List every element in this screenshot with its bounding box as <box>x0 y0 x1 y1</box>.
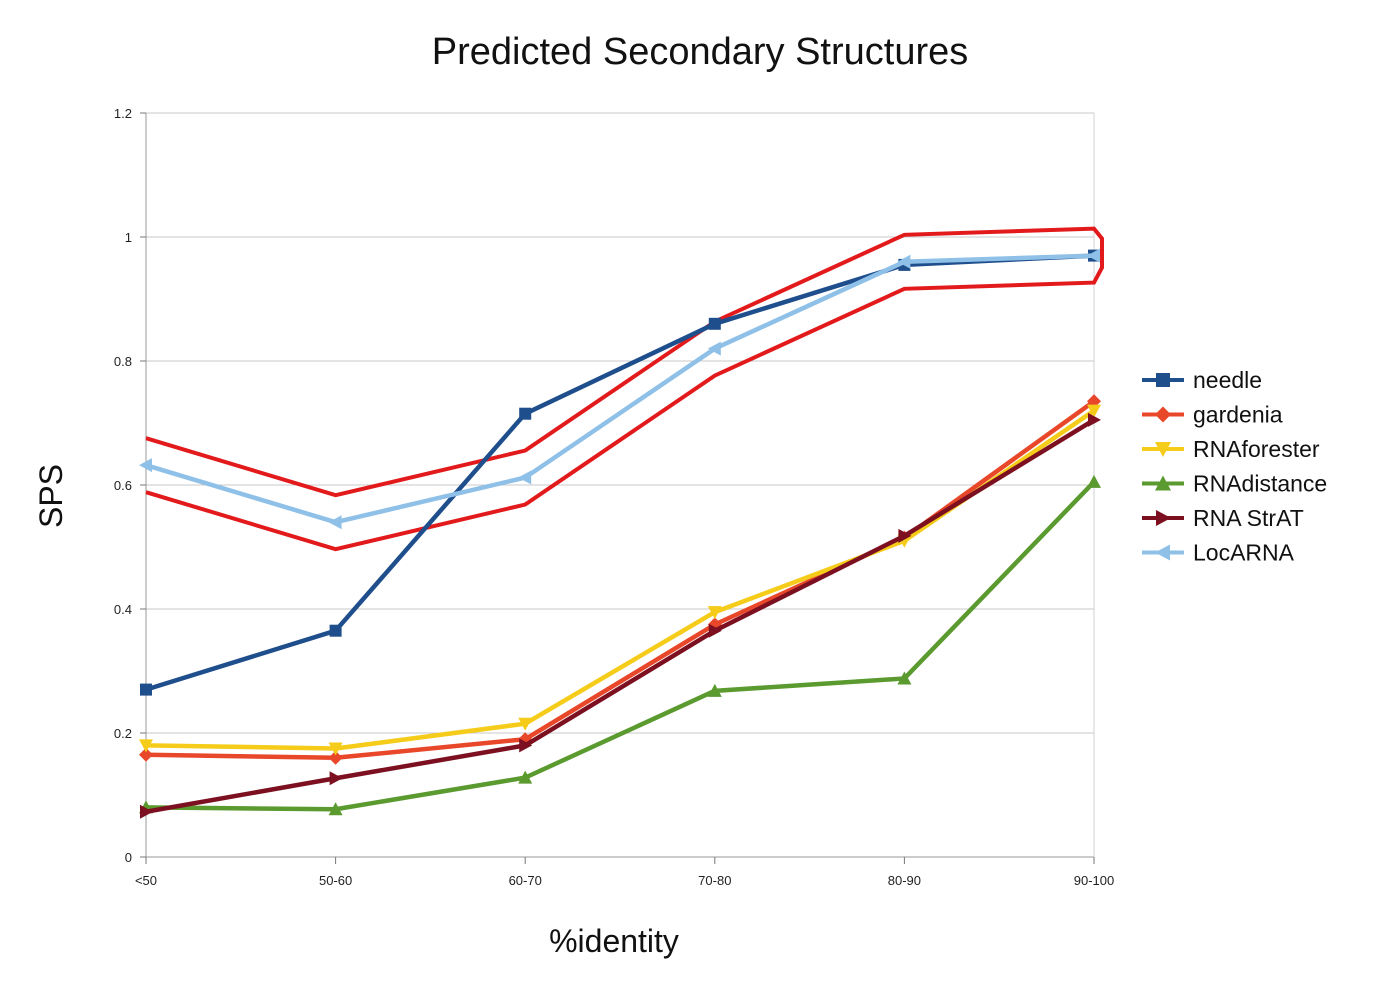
data-point <box>897 254 911 269</box>
y-axis-title: SPS <box>33 464 69 528</box>
data-point <box>140 804 153 819</box>
data-point <box>1155 475 1171 491</box>
y-tick-label: 1 <box>125 230 132 245</box>
data-point <box>707 683 722 697</box>
data-point <box>708 623 722 638</box>
legend-item: needle <box>1142 367 1262 393</box>
data-point <box>1088 412 1101 427</box>
highlight-outline <box>145 226 1104 552</box>
data-point <box>1087 248 1100 263</box>
series-rna-strat <box>140 412 1101 819</box>
series-rnaforester <box>139 404 1101 756</box>
legend-item: LocARNA <box>1142 540 1295 566</box>
data-point <box>329 771 343 786</box>
highlight-annotation <box>145 226 1104 552</box>
y-tick-label: 0.6 <box>114 478 132 493</box>
y-tick-label: 0.2 <box>114 726 132 741</box>
x-tick-label: <50 <box>135 873 157 888</box>
data-point <box>1156 510 1171 526</box>
data-point <box>1155 406 1171 423</box>
data-point <box>139 747 153 762</box>
data-point <box>140 683 152 696</box>
series-line <box>145 253 1095 692</box>
legend-label: RNAforester <box>1193 436 1320 462</box>
x-ticks: <50 50-60 60-70 70-80 80-90 90-100 <box>135 857 1114 888</box>
legend-label: RNA StrAT <box>1193 505 1304 531</box>
x-axis-title: %identity <box>549 923 679 959</box>
legend-label: needle <box>1193 367 1262 393</box>
y-tick-label: 1.2 <box>114 106 132 121</box>
legend-label: gardenia <box>1193 402 1283 428</box>
data-point <box>328 750 343 765</box>
data-point <box>897 671 912 685</box>
series-locarna <box>139 248 1100 530</box>
x-tick-label: 90-100 <box>1074 873 1114 888</box>
legend-label: RNAdistance <box>1193 471 1327 497</box>
y-ticks: 0 0.2 0.4 0.6 0.8 1 1.2 <box>114 106 146 865</box>
data-point <box>1087 474 1101 488</box>
x-tick-label: 70-80 <box>698 873 731 888</box>
data-point <box>898 528 912 543</box>
data-point <box>1155 442 1171 457</box>
data-point <box>329 624 342 637</box>
data-point <box>518 770 533 784</box>
legend-item: RNAdistance <box>1142 471 1327 497</box>
y-tick-label: 0.8 <box>114 354 132 369</box>
data-point <box>518 717 533 731</box>
x-tick-label: 50-60 <box>319 873 352 888</box>
series-line <box>145 399 1096 761</box>
legend-item: RNAforester <box>1142 436 1320 462</box>
gridlines <box>146 112 1094 734</box>
data-point <box>1087 404 1101 418</box>
data-point <box>1155 544 1170 561</box>
data-point <box>328 742 343 756</box>
series-layer <box>139 248 1101 819</box>
data-point <box>139 458 152 473</box>
series-line <box>145 253 1095 525</box>
legend: needle gardenia RNAforester RNAdistance RNA … <box>1142 367 1327 566</box>
legend-item: gardenia <box>1142 402 1283 428</box>
data-point <box>708 317 721 330</box>
chart-title: Predicted Secondary Structures <box>432 31 969 73</box>
data-point <box>328 802 343 816</box>
legend-item: RNA StrAT <box>1142 505 1304 531</box>
data-point <box>707 606 722 620</box>
series-line <box>145 480 1096 812</box>
series-line <box>145 417 1096 814</box>
legend-label: LocARNA <box>1193 540 1295 566</box>
data-point <box>707 341 721 356</box>
series-gardenia <box>139 394 1101 765</box>
data-point <box>519 738 533 753</box>
data-point <box>1156 373 1170 387</box>
series-needle <box>140 249 1100 696</box>
series-line <box>145 408 1096 751</box>
y-tick-label: 0.4 <box>114 602 132 617</box>
x-tick-label: 60-70 <box>509 873 542 888</box>
data-point <box>328 515 342 530</box>
y-tick-label: 0 <box>125 850 132 865</box>
x-tick-label: 80-90 <box>888 873 921 888</box>
data-point <box>518 470 532 485</box>
data-point <box>519 407 532 420</box>
data-point <box>139 739 153 753</box>
